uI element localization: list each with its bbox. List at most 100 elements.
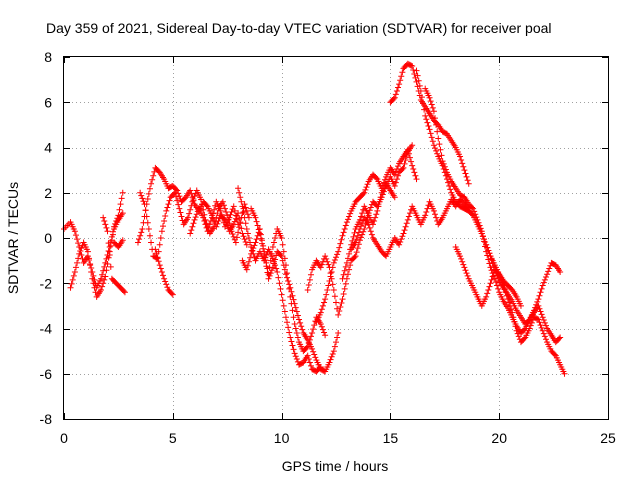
data-point <box>210 210 217 217</box>
data-point <box>484 244 491 251</box>
data-point <box>446 182 453 189</box>
chart-title: Day 359 of 2021, Sidereal Day-to-day VTE… <box>46 20 552 36</box>
data-point <box>330 287 337 294</box>
data-point <box>264 269 271 276</box>
data-point <box>361 189 368 196</box>
data-point <box>514 330 521 337</box>
data-point <box>358 223 365 230</box>
data-point <box>428 134 435 141</box>
data-point <box>495 285 502 292</box>
data-point <box>239 203 246 210</box>
data-point <box>329 264 336 271</box>
data-point <box>227 211 234 218</box>
data-point <box>219 215 226 222</box>
data-point <box>306 276 313 283</box>
series-trace-20 <box>478 230 564 346</box>
data-point <box>235 229 242 236</box>
data-point <box>340 290 347 297</box>
data-point <box>367 228 374 235</box>
data-point <box>163 207 170 214</box>
data-point <box>486 250 493 257</box>
data-point <box>188 190 195 197</box>
data-point <box>148 239 155 246</box>
data-point <box>353 249 360 256</box>
data-point <box>311 351 318 358</box>
data-point <box>311 322 318 329</box>
data-point <box>187 206 194 213</box>
data-point <box>251 242 258 249</box>
data-point <box>536 292 543 299</box>
data-point <box>422 112 429 119</box>
data-point <box>294 312 301 319</box>
data-point <box>241 214 248 221</box>
x-tick-label: 10 <box>274 430 290 446</box>
data-point <box>268 267 275 274</box>
data-point <box>397 77 404 84</box>
y-tick-label: 6 <box>44 94 52 110</box>
x-tick-label: 25 <box>600 430 616 446</box>
data-point <box>189 223 196 230</box>
data-point <box>273 265 280 272</box>
data-point <box>193 211 200 218</box>
data-point <box>274 268 281 275</box>
data-point <box>433 147 440 154</box>
data-point <box>474 216 481 223</box>
data-point <box>89 275 96 282</box>
data-point <box>317 320 324 327</box>
data-point <box>269 244 276 251</box>
data-point <box>76 250 83 257</box>
data-point <box>176 193 183 200</box>
data-point <box>146 232 153 239</box>
data-point <box>329 350 336 357</box>
data-point <box>235 185 242 192</box>
data-point <box>356 216 363 223</box>
data-point <box>399 233 406 240</box>
x-tick-label: 15 <box>383 430 399 446</box>
data-point <box>396 241 403 248</box>
data-point <box>421 106 428 113</box>
data-point <box>266 272 273 279</box>
data-point <box>541 333 548 340</box>
data-point <box>351 254 358 261</box>
data-point <box>72 232 79 239</box>
data-point <box>208 214 215 221</box>
data-point <box>186 210 193 217</box>
data-point <box>393 176 400 183</box>
data-point <box>155 258 162 265</box>
data-point <box>545 268 552 275</box>
data-point <box>152 246 159 253</box>
data-point <box>279 257 286 264</box>
data-point <box>240 208 247 215</box>
data-point <box>148 180 155 187</box>
data-point <box>121 289 128 296</box>
data-point <box>328 353 335 360</box>
data-point <box>538 311 545 318</box>
data-point <box>260 245 267 252</box>
data-point <box>556 335 563 342</box>
y-tick-label: -2 <box>40 275 53 291</box>
data-point <box>347 210 354 217</box>
data-point <box>351 229 358 236</box>
data-point <box>278 291 285 298</box>
data-point <box>286 329 293 336</box>
data-point <box>398 73 405 80</box>
data-point <box>402 223 409 230</box>
data-point <box>103 267 110 274</box>
data-point <box>428 101 435 108</box>
data-point <box>409 142 416 149</box>
data-point <box>368 231 375 238</box>
data-point <box>434 150 441 157</box>
data-point <box>105 254 112 261</box>
data-point <box>262 257 269 264</box>
data-point <box>321 329 328 336</box>
data-point <box>482 238 489 245</box>
data-point <box>339 275 346 282</box>
data-point <box>305 356 312 363</box>
data-point <box>346 213 353 220</box>
data-point <box>90 272 97 279</box>
data-point <box>137 189 144 196</box>
data-point <box>473 214 480 221</box>
data-point <box>191 216 198 223</box>
data-point <box>540 279 547 286</box>
data-point <box>328 268 335 275</box>
